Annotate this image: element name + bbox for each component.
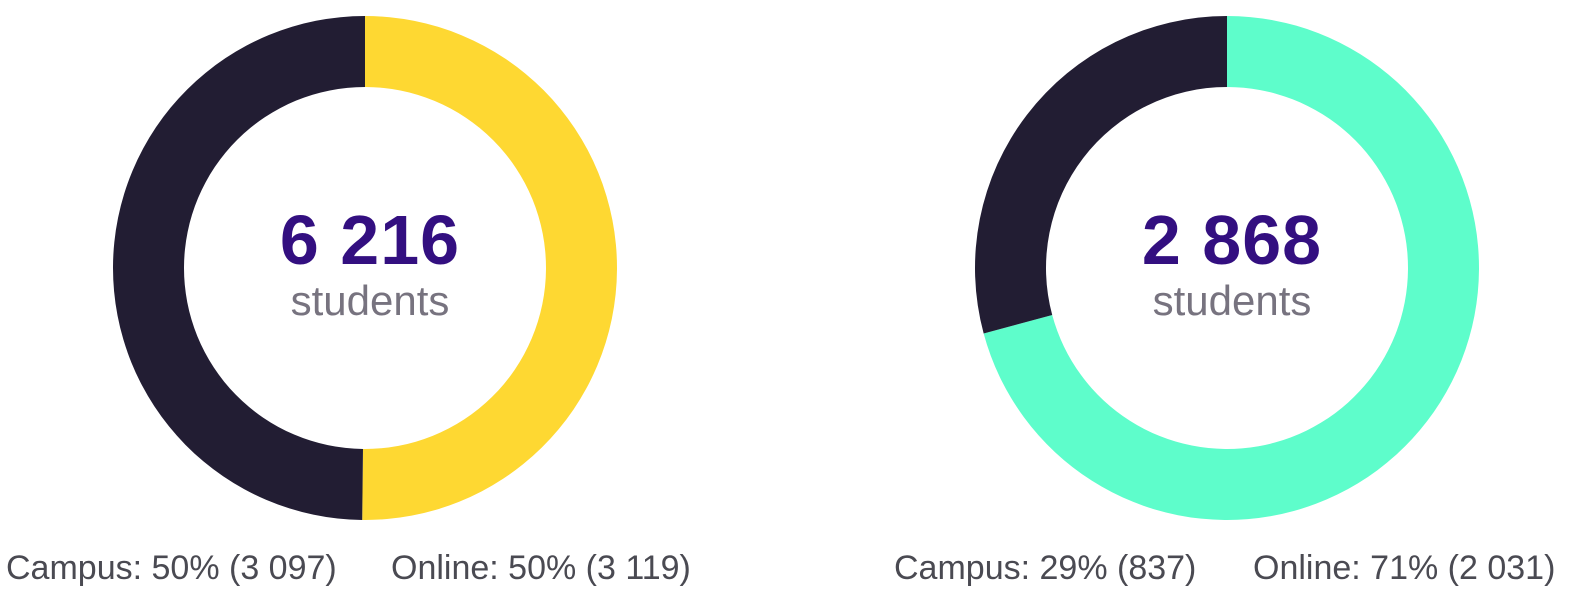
donut-chart-2-slice-campus [975,16,1227,334]
donut-chart-1-legend-campus: Campus: 50% (3 097) [6,549,337,587]
donut-chart-2-svg [975,16,1479,520]
donut-chart-2-total: 2 868 [1141,201,1323,279]
donut-chart-2-legend-online: Online: 71% (2 031) [1253,549,1556,587]
donut-chart-2-legend-campus: Campus: 29% (837) [894,549,1197,587]
donut-chart-1-slice-online [362,16,617,520]
donut-chart-1-total: 6 216 [279,201,461,279]
donut-chart-1-legend-online: Online: 50% (3 119) [391,549,691,587]
donut-chart-2: 2 868 students Campus: 29% (837) Online:… [862,0,1574,603]
donut-chart-1: 6 216 students Campus: 50% (3 097) Onlin… [0,0,740,603]
donut-chart-1-slice-campus [112,16,365,520]
donut-chart-1-unit-label: students [290,277,450,324]
donut-chart-1-svg [112,16,617,520]
donut-chart-2-unit-label: students [1152,277,1312,324]
